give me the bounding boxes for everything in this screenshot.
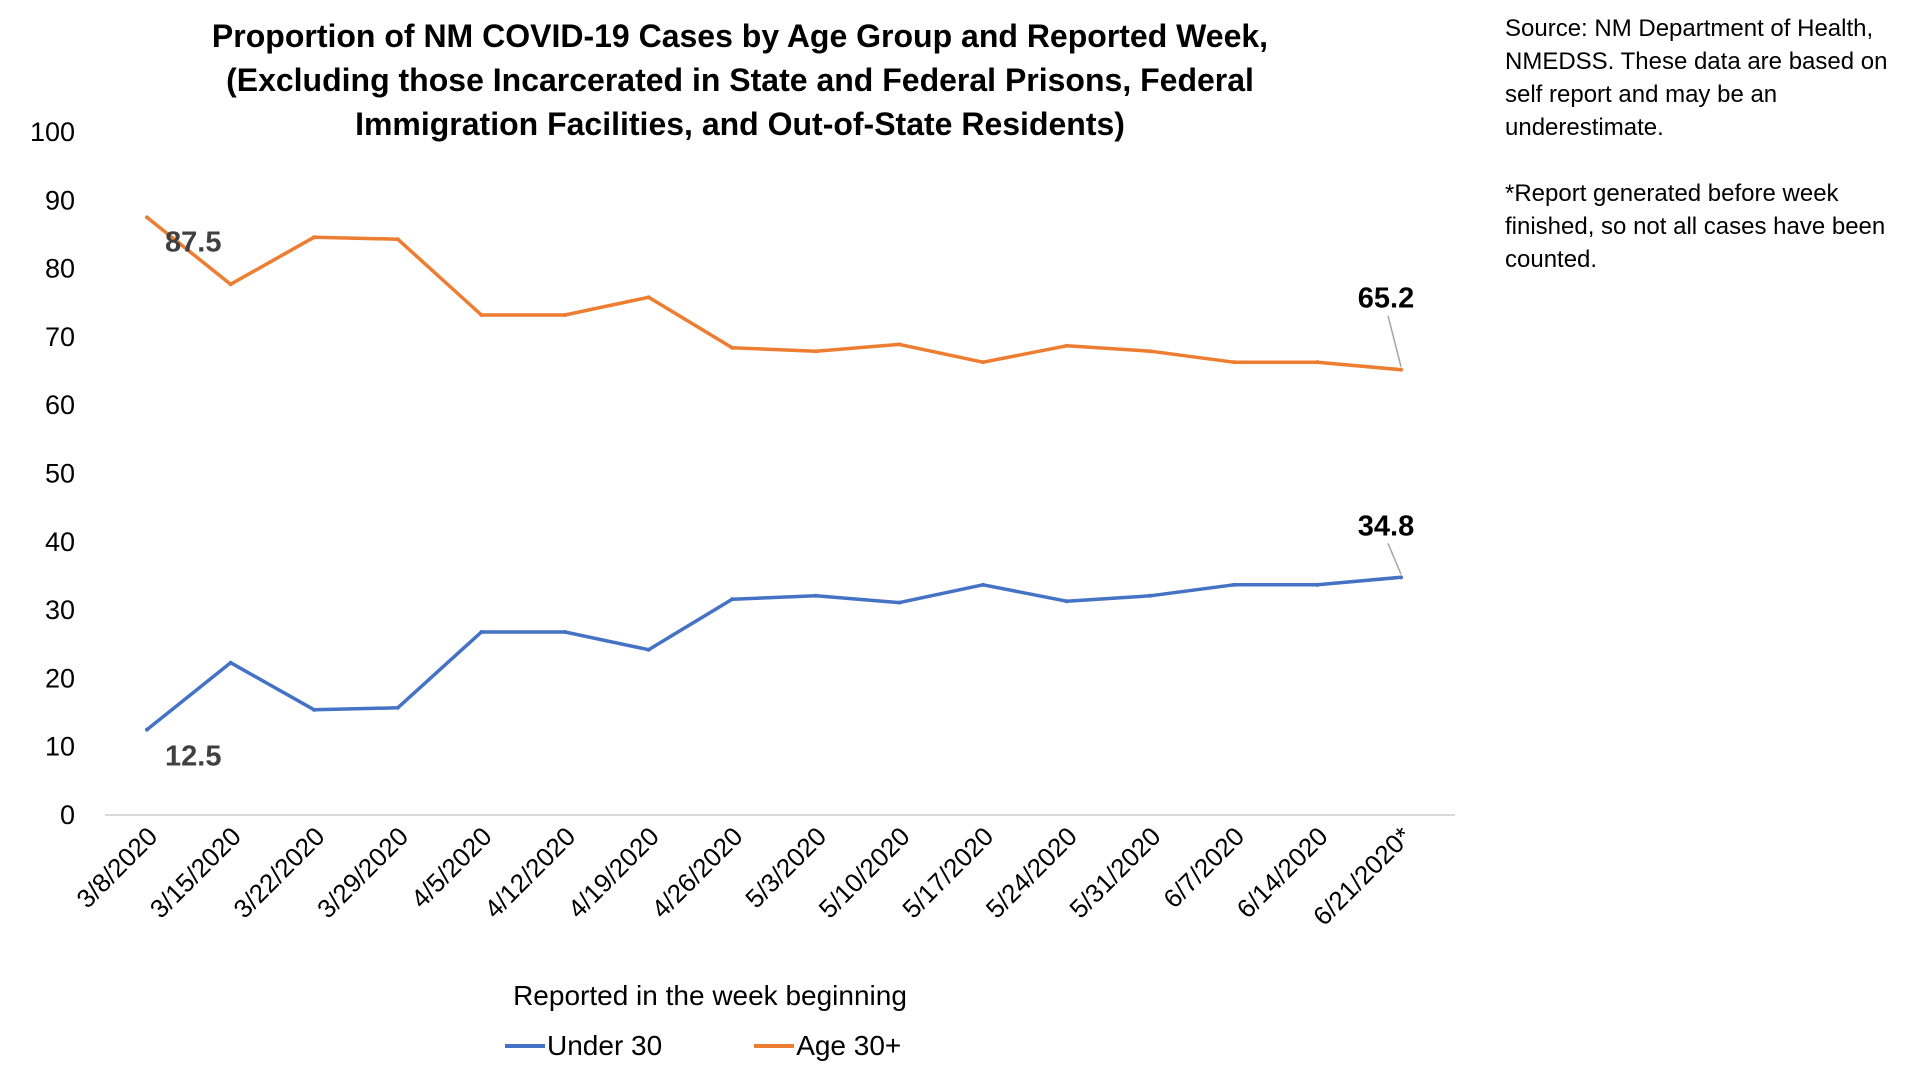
data-point-age-30-plus (1231, 360, 1236, 365)
data-point-under-30 (1399, 575, 1403, 580)
x-tick-label: 5/24/2020 (980, 821, 1083, 924)
data-point-age-30-plus (1064, 343, 1069, 348)
source-text: Source: NM Department of Health, NMEDSS.… (1505, 15, 1888, 141)
data-point-age-30-plus (563, 313, 567, 318)
chart-title: Proportion of NM COVID-19 Cases by Age G… (150, 14, 1330, 146)
data-point-under-30 (1148, 593, 1153, 598)
data-point-age-30-plus (395, 237, 400, 242)
x-tick-label: 5/31/2020 (1063, 821, 1166, 924)
data-point-under-30 (813, 593, 818, 598)
x-tick-label: 4/19/2020 (562, 821, 665, 924)
chart-title-line: Proportion of NM COVID-19 Cases by Age G… (211, 18, 1269, 54)
data-point-age-30-plus (813, 349, 818, 354)
legend-item-under-30: Under 30 (505, 1030, 662, 1062)
legend-label: Age 30+ (796, 1030, 902, 1061)
y-tick-label: 20 (45, 663, 75, 693)
source-note: Source: NM Department of Health, NMEDSS.… (1505, 12, 1915, 309)
data-point-age-30-plus (1315, 360, 1320, 365)
data-point-age-30-plus (730, 345, 735, 350)
x-tick-label: 3/29/2020 (311, 821, 414, 924)
data-label: 87.5 (165, 226, 221, 258)
data-point-under-30 (1064, 599, 1069, 604)
legend-label: Under 30 (547, 1030, 663, 1061)
data-point-under-30 (145, 727, 149, 732)
data-label-leader (1387, 543, 1402, 575)
x-axis-label: Reported in the week beginning (513, 980, 907, 1011)
data-point-under-30 (479, 629, 484, 634)
y-tick-label: 40 (45, 527, 75, 557)
x-tick-label: 5/10/2020 (813, 821, 916, 924)
data-point-age-30-plus (897, 342, 902, 347)
x-tick-label: 4/12/2020 (478, 821, 581, 924)
data-point-age-30-plus (981, 360, 985, 365)
data-label: 34.8 (1358, 510, 1414, 542)
data-point-under-30 (1315, 582, 1320, 587)
legend-item-age-30-plus: Age 30+ (754, 1030, 901, 1062)
y-tick-label: 30 (45, 595, 75, 625)
data-point-under-30 (563, 629, 567, 634)
data-point-under-30 (395, 705, 400, 710)
data-label: 12.5 (165, 741, 221, 773)
chart-title-line: Immigration Facilities, and Out-of-State… (355, 106, 1125, 142)
x-tick-label: 3/15/2020 (144, 821, 247, 924)
y-tick-label: 0 (60, 800, 75, 830)
data-point-under-30 (228, 660, 233, 665)
x-tick-label: 3/22/2020 (227, 821, 330, 924)
legend-swatch-under-30 (505, 1044, 545, 1048)
y-tick-label: 60 (45, 390, 75, 420)
y-tick-label: 10 (45, 732, 75, 762)
data-point-under-30 (897, 600, 902, 605)
data-point-age-30-plus (479, 313, 484, 318)
data-point-age-30-plus (312, 235, 317, 240)
data-point-under-30 (1231, 582, 1236, 587)
series-line-age-30-plus (145, 215, 1403, 372)
x-tick-label: 4/26/2020 (645, 821, 748, 924)
y-tick-label: 90 (45, 185, 75, 215)
data-point-age-30-plus (145, 215, 149, 220)
data-point-age-30-plus (1399, 367, 1403, 372)
data-point-age-30-plus (228, 282, 233, 287)
series-line-under-30 (145, 575, 1403, 732)
y-tick-label: 70 (45, 322, 75, 352)
x-tick-label: 5/17/2020 (896, 821, 999, 924)
data-point-age-30-plus (646, 295, 651, 300)
data-point-age-30-plus (1148, 349, 1153, 354)
data-point-under-30 (312, 707, 317, 712)
data-label-leader (1387, 315, 1402, 367)
footnote-text: *Report generated before week finished, … (1505, 180, 1886, 273)
y-tick-label: 100 (30, 117, 75, 147)
data-point-under-30 (730, 597, 735, 602)
y-tick-label: 80 (45, 254, 75, 284)
data-label: 65.2 (1358, 283, 1414, 315)
data-point-under-30 (981, 582, 985, 587)
chart-title-line: (Excluding those Incarcerated in State a… (226, 62, 1254, 98)
legend: Under 30 Age 30+ (505, 1030, 993, 1062)
legend-swatch-age-30-plus (754, 1044, 795, 1048)
y-tick-label: 50 (45, 459, 75, 489)
data-point-under-30 (646, 647, 651, 652)
